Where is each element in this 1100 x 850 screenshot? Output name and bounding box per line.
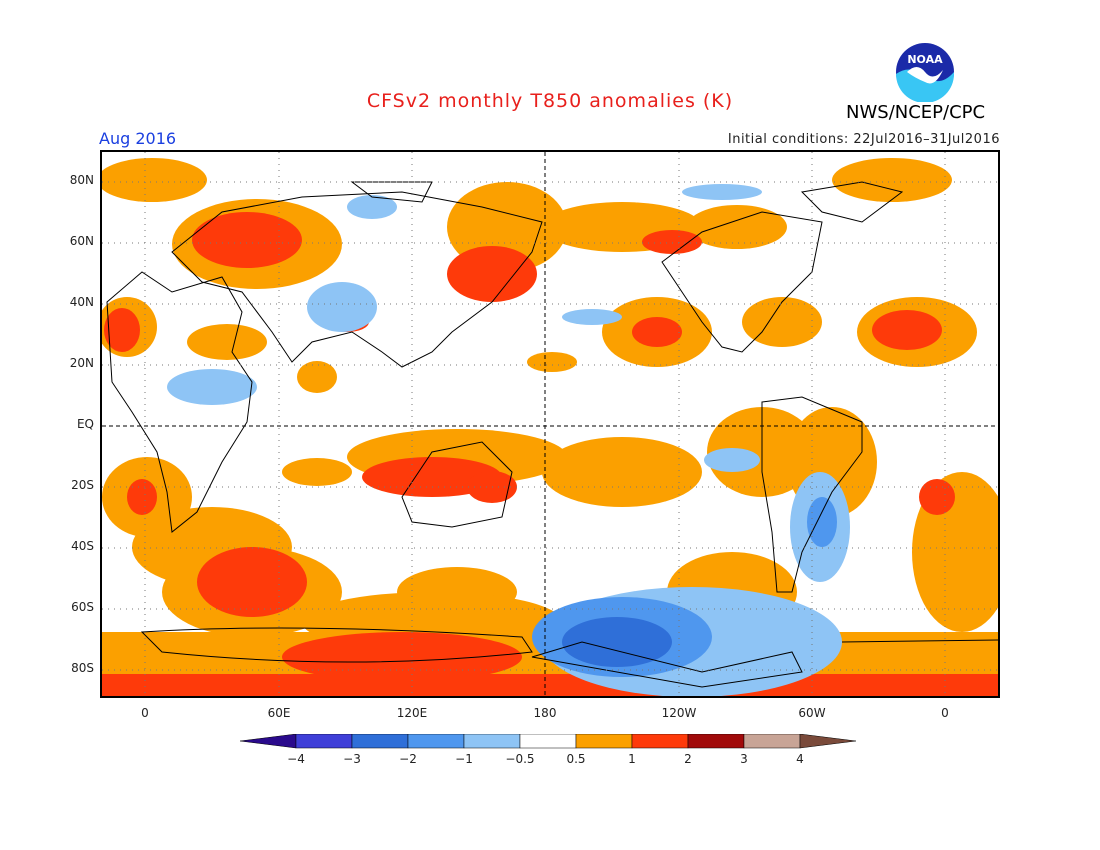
map-canvas bbox=[102, 152, 998, 696]
lon-label: 120W bbox=[661, 706, 697, 720]
colorbar-segment bbox=[519, 734, 577, 749]
colorbar-tick-label: 1 bbox=[628, 752, 636, 766]
colorbar-tick-label: −3 bbox=[343, 752, 361, 766]
grid-lines bbox=[102, 152, 998, 696]
colorbar-segment bbox=[631, 734, 689, 749]
colorbar-segment bbox=[575, 734, 633, 749]
anomaly-map bbox=[100, 150, 1000, 698]
lat-label: EQ bbox=[76, 417, 94, 431]
colorbar-tick-label: −2 bbox=[399, 752, 417, 766]
lat-label: 20N bbox=[69, 356, 94, 370]
lon-label: 0 bbox=[141, 706, 149, 720]
colorbar-tick-label: −1 bbox=[455, 752, 473, 766]
lon-label: 180 bbox=[533, 706, 557, 720]
coastlines bbox=[106, 181, 998, 688]
colorbar-segment bbox=[407, 734, 465, 749]
agency-label: NWS/NCEP/CPC bbox=[846, 102, 986, 123]
lat-label: 80N bbox=[69, 173, 94, 187]
colorbar-tick-label: 0.5 bbox=[566, 752, 586, 766]
lat-label: 20S bbox=[71, 478, 94, 492]
initial-conditions: Initial conditions: 22Jul2016–31Jul2016 bbox=[727, 132, 1000, 147]
colorbar-tick-label: −0.5 bbox=[505, 752, 535, 766]
colorbar-tick-label: 2 bbox=[684, 752, 692, 766]
colorbar-tick-label: −4 bbox=[287, 752, 305, 766]
lat-label: 60N bbox=[69, 234, 94, 248]
colorbar-segment bbox=[351, 734, 409, 749]
lon-label: 120E bbox=[396, 706, 428, 720]
lon-label: 0 bbox=[941, 706, 949, 720]
colorbar-segment bbox=[295, 734, 353, 749]
colorbar-tick-label: 3 bbox=[740, 752, 748, 766]
lon-label: 60E bbox=[267, 706, 291, 720]
colorbar-segment bbox=[799, 734, 857, 749]
lat-label: 40N bbox=[69, 295, 94, 309]
lat-label: 40S bbox=[71, 539, 94, 553]
lon-label: 60W bbox=[798, 706, 826, 720]
strong-cool-anomaly-areas bbox=[562, 617, 672, 667]
colorbar-segment bbox=[743, 734, 801, 749]
colorbar-segment bbox=[687, 734, 745, 749]
noaa-logo-icon: NOAA bbox=[896, 43, 954, 102]
colorbar-segment bbox=[240, 734, 297, 749]
colorbar-segment bbox=[463, 734, 521, 749]
lat-label: 60S bbox=[71, 600, 94, 614]
forecast-month: Aug 2016 bbox=[99, 129, 177, 148]
logo-text: NOAA bbox=[907, 53, 943, 66]
chart-title: CFSv2 monthly T850 anomalies (K) bbox=[366, 90, 734, 112]
colorbar-tick-label: 4 bbox=[796, 752, 804, 766]
colorbar bbox=[240, 734, 857, 749]
lat-label: 80S bbox=[71, 661, 94, 675]
